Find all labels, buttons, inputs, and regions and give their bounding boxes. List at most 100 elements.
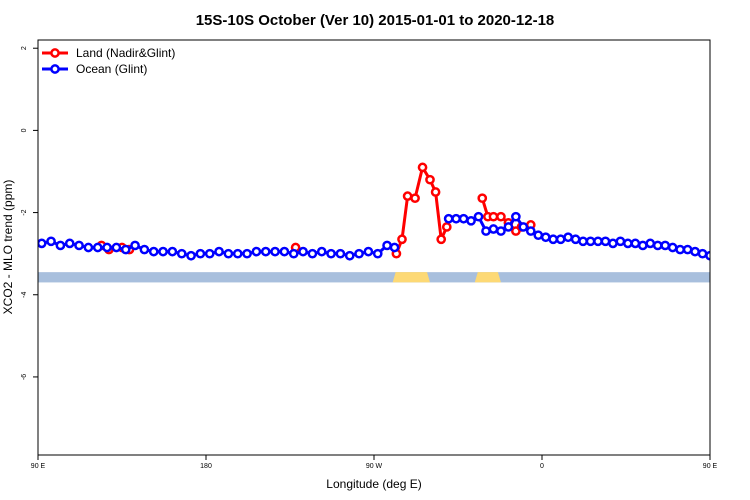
ocean-point (260, 246, 271, 257)
y-axis-label: XCO2 - MLO trend (ppm) (1, 180, 15, 315)
ocean-point (600, 236, 611, 247)
ocean-point (697, 248, 708, 259)
y-tick-label: 2 (21, 46, 28, 50)
y-tick-label: -2 (21, 209, 28, 215)
ocean-point (563, 232, 573, 243)
ocean-point (326, 248, 336, 259)
ocean-point (682, 244, 693, 255)
land-point (488, 211, 499, 222)
x-tick-label: 180 (200, 463, 212, 470)
x-tick-label: 90 E (703, 463, 718, 470)
ocean-point (335, 248, 346, 259)
ocean-point (316, 246, 327, 257)
ocean-point (443, 213, 454, 224)
ocean-point (232, 248, 243, 259)
ocean-point (46, 236, 56, 247)
ocean-point (139, 244, 150, 255)
ocean-point (64, 238, 75, 249)
land-point (402, 191, 413, 201)
ocean-point (585, 236, 596, 247)
ocean-point (667, 242, 678, 253)
land-point (410, 193, 420, 204)
ocean-point (102, 242, 112, 253)
ocean-point (645, 238, 656, 249)
series-layer (38, 162, 710, 261)
ocean-point (637, 240, 648, 251)
land-point (417, 162, 428, 173)
ocean-point (148, 246, 159, 257)
ocean-point (525, 226, 536, 236)
ocean-point (372, 248, 383, 259)
ocean-point (690, 246, 700, 257)
ocean-point (481, 226, 491, 236)
ocean-point (92, 242, 103, 253)
ocean-point (548, 234, 559, 245)
ocean-point (195, 248, 206, 259)
land-point (441, 222, 452, 232)
y-axis: 2 0 -2 -4 -6 (21, 46, 38, 380)
ocean-point (298, 246, 308, 257)
ocean-point (176, 248, 187, 259)
ocean-point (652, 240, 663, 251)
ocean-point (354, 248, 364, 259)
x-axis-label: Longitude (deg E) (326, 477, 421, 491)
ocean-point (540, 232, 551, 243)
ocean-point (503, 222, 514, 232)
ocean-point (451, 213, 461, 224)
y-tick-label: -4 (21, 292, 28, 298)
land-strip-segment (392, 272, 430, 283)
ocean-point (570, 234, 581, 245)
ocean-point (593, 236, 603, 247)
chart-title: 15S-10S October (Ver 10) 2015-01-01 to 2… (196, 12, 555, 29)
ocean-point (630, 238, 641, 249)
ocean-point (251, 246, 262, 257)
legend-ocean-label: Ocean (Glint) (76, 62, 147, 76)
ocean-point (279, 246, 290, 257)
ocean-strip (38, 272, 710, 283)
ocean-point (533, 230, 544, 241)
legend: Land (Nadir&Glint) Ocean (Glint) (42, 46, 175, 76)
ocean-point (307, 248, 318, 259)
land-ocean-strip (38, 272, 710, 283)
ocean-point (473, 211, 484, 222)
ocean-point (466, 215, 476, 226)
ocean-point (214, 246, 224, 257)
x-axis: 90 E 180 90 W 0 90 E (31, 455, 718, 470)
land-point (496, 211, 506, 222)
ocean-point (705, 250, 710, 261)
ocean-point (623, 238, 633, 249)
ocean-point (223, 248, 234, 259)
ocean-point (389, 242, 400, 253)
ocean-point (615, 236, 626, 247)
ocean-point (288, 248, 299, 259)
ocean-point (204, 248, 215, 259)
y-tick-label: -6 (21, 374, 28, 380)
ocean-point (38, 238, 47, 249)
ocean-point (382, 240, 392, 251)
ocean-point (167, 246, 178, 257)
x-tick-label: 90 W (366, 463, 383, 470)
ocean-point (488, 224, 499, 234)
ocean-point (496, 226, 506, 236)
x-tick-label: 90 E (31, 463, 46, 470)
x-tick-label: 0 (540, 463, 544, 470)
ocean-point (578, 236, 588, 247)
ocean-point (158, 246, 168, 257)
ocean-point (344, 250, 355, 261)
land-point (397, 234, 407, 245)
ocean-point (363, 246, 374, 257)
legend-land-marker (50, 48, 60, 58)
land-strip-segment (474, 272, 501, 283)
ocean-point (74, 240, 84, 251)
ocean-point (120, 244, 131, 255)
ocean-point (518, 222, 529, 232)
ocean-point (242, 248, 252, 259)
land-point (477, 193, 488, 204)
ocean-point (130, 240, 140, 251)
land-point (430, 187, 441, 197)
land-point (436, 234, 447, 245)
ocean-point (111, 242, 122, 253)
ocean-point (83, 242, 94, 253)
ocean-point (675, 244, 685, 255)
